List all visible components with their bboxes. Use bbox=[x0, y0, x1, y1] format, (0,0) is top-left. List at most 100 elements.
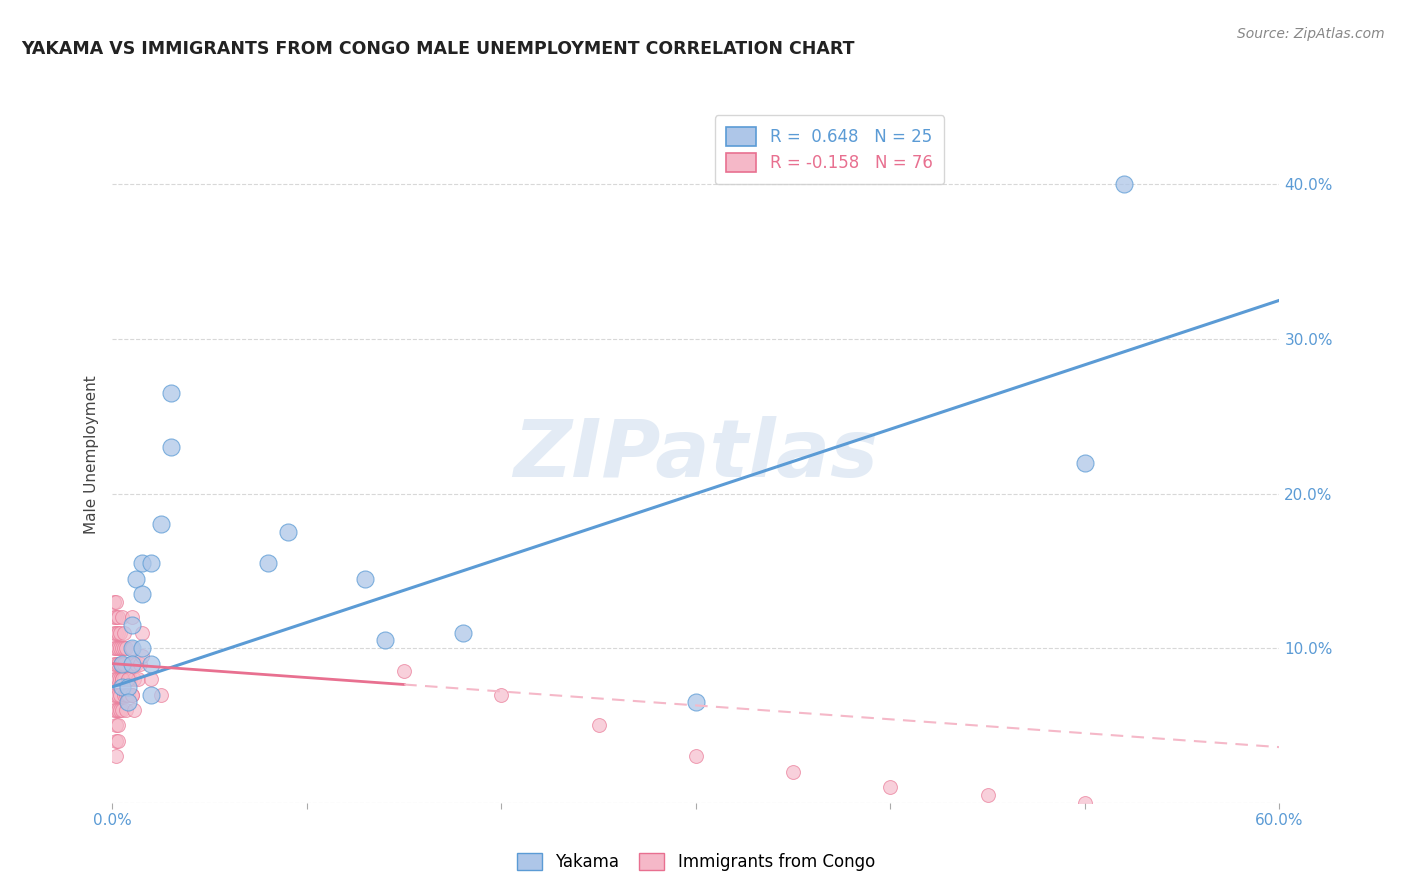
Point bbox=[150, 517, 173, 532]
Point bbox=[115, 657, 138, 671]
Point bbox=[451, 625, 474, 640]
Point bbox=[103, 625, 125, 640]
Point bbox=[107, 703, 129, 717]
Point bbox=[121, 657, 143, 671]
Point bbox=[685, 749, 707, 764]
Point bbox=[105, 703, 128, 717]
Point bbox=[105, 672, 128, 686]
Point bbox=[105, 734, 128, 748]
Point bbox=[107, 672, 129, 686]
Point bbox=[112, 625, 135, 640]
Point bbox=[107, 718, 129, 732]
Point bbox=[105, 625, 128, 640]
Point bbox=[115, 641, 138, 656]
Point bbox=[103, 595, 125, 609]
Point bbox=[125, 657, 148, 671]
Point bbox=[103, 672, 125, 686]
Point bbox=[107, 641, 129, 656]
Point bbox=[110, 657, 132, 671]
Point bbox=[107, 657, 129, 671]
Text: Source: ZipAtlas.com: Source: ZipAtlas.com bbox=[1237, 27, 1385, 41]
Point bbox=[103, 610, 125, 624]
Point bbox=[879, 780, 901, 795]
Point bbox=[122, 672, 145, 686]
Point bbox=[103, 703, 125, 717]
Point bbox=[105, 657, 128, 671]
Point bbox=[117, 680, 139, 694]
Point bbox=[110, 703, 132, 717]
Point bbox=[117, 672, 139, 686]
Point bbox=[276, 525, 298, 540]
Point bbox=[105, 718, 128, 732]
Point bbox=[121, 618, 143, 632]
Point bbox=[131, 641, 153, 656]
Point bbox=[111, 680, 134, 694]
Point bbox=[121, 688, 143, 702]
Legend: Yakama, Immigrants from Congo: Yakama, Immigrants from Congo bbox=[510, 847, 882, 878]
Point bbox=[160, 386, 183, 401]
Point bbox=[111, 657, 134, 671]
Point bbox=[131, 648, 153, 663]
Point bbox=[110, 641, 132, 656]
Point bbox=[976, 788, 998, 802]
Point bbox=[111, 672, 134, 686]
Point bbox=[110, 688, 132, 702]
Point bbox=[121, 641, 143, 656]
Point bbox=[121, 657, 143, 671]
Point bbox=[111, 703, 134, 717]
Point bbox=[105, 688, 128, 702]
Point bbox=[782, 764, 804, 779]
Point bbox=[131, 587, 153, 601]
Point bbox=[117, 695, 139, 709]
Point bbox=[141, 657, 163, 671]
Point bbox=[105, 610, 128, 624]
Point bbox=[1074, 456, 1097, 470]
Point bbox=[125, 572, 148, 586]
Point bbox=[111, 641, 134, 656]
Point bbox=[117, 672, 139, 686]
Point bbox=[131, 556, 153, 570]
Point bbox=[112, 657, 135, 671]
Text: YAKAMA VS IMMIGRANTS FROM CONGO MALE UNEMPLOYMENT CORRELATION CHART: YAKAMA VS IMMIGRANTS FROM CONGO MALE UNE… bbox=[21, 40, 855, 58]
Point bbox=[107, 625, 129, 640]
Point bbox=[257, 556, 280, 570]
Point bbox=[110, 672, 132, 686]
Point bbox=[118, 672, 141, 686]
Point bbox=[103, 657, 125, 671]
Point bbox=[103, 641, 125, 656]
Y-axis label: Male Unemployment: Male Unemployment bbox=[84, 376, 100, 534]
Point bbox=[107, 688, 129, 702]
Point bbox=[685, 695, 707, 709]
Point bbox=[111, 610, 134, 624]
Point bbox=[117, 657, 139, 671]
Point bbox=[374, 633, 396, 648]
Point bbox=[117, 688, 139, 702]
Point bbox=[127, 672, 149, 686]
Point bbox=[112, 688, 135, 702]
Point bbox=[112, 672, 135, 686]
Point bbox=[122, 703, 145, 717]
Point bbox=[1074, 796, 1097, 810]
Point bbox=[131, 625, 153, 640]
Point bbox=[121, 688, 143, 702]
Point bbox=[588, 718, 610, 732]
Text: ZIPatlas: ZIPatlas bbox=[513, 416, 879, 494]
Point bbox=[107, 610, 129, 624]
Point bbox=[394, 665, 416, 679]
Point bbox=[128, 657, 150, 671]
Point bbox=[491, 688, 513, 702]
Point bbox=[354, 572, 377, 586]
Point bbox=[115, 703, 138, 717]
Point bbox=[105, 749, 128, 764]
Point bbox=[141, 688, 163, 702]
Point bbox=[160, 440, 183, 454]
Point bbox=[150, 688, 173, 702]
Point bbox=[103, 688, 125, 702]
Point bbox=[141, 556, 163, 570]
Point bbox=[112, 641, 135, 656]
Point bbox=[121, 641, 143, 656]
Point bbox=[141, 672, 163, 686]
Point bbox=[105, 641, 128, 656]
Point bbox=[111, 672, 134, 686]
Point bbox=[115, 688, 138, 702]
